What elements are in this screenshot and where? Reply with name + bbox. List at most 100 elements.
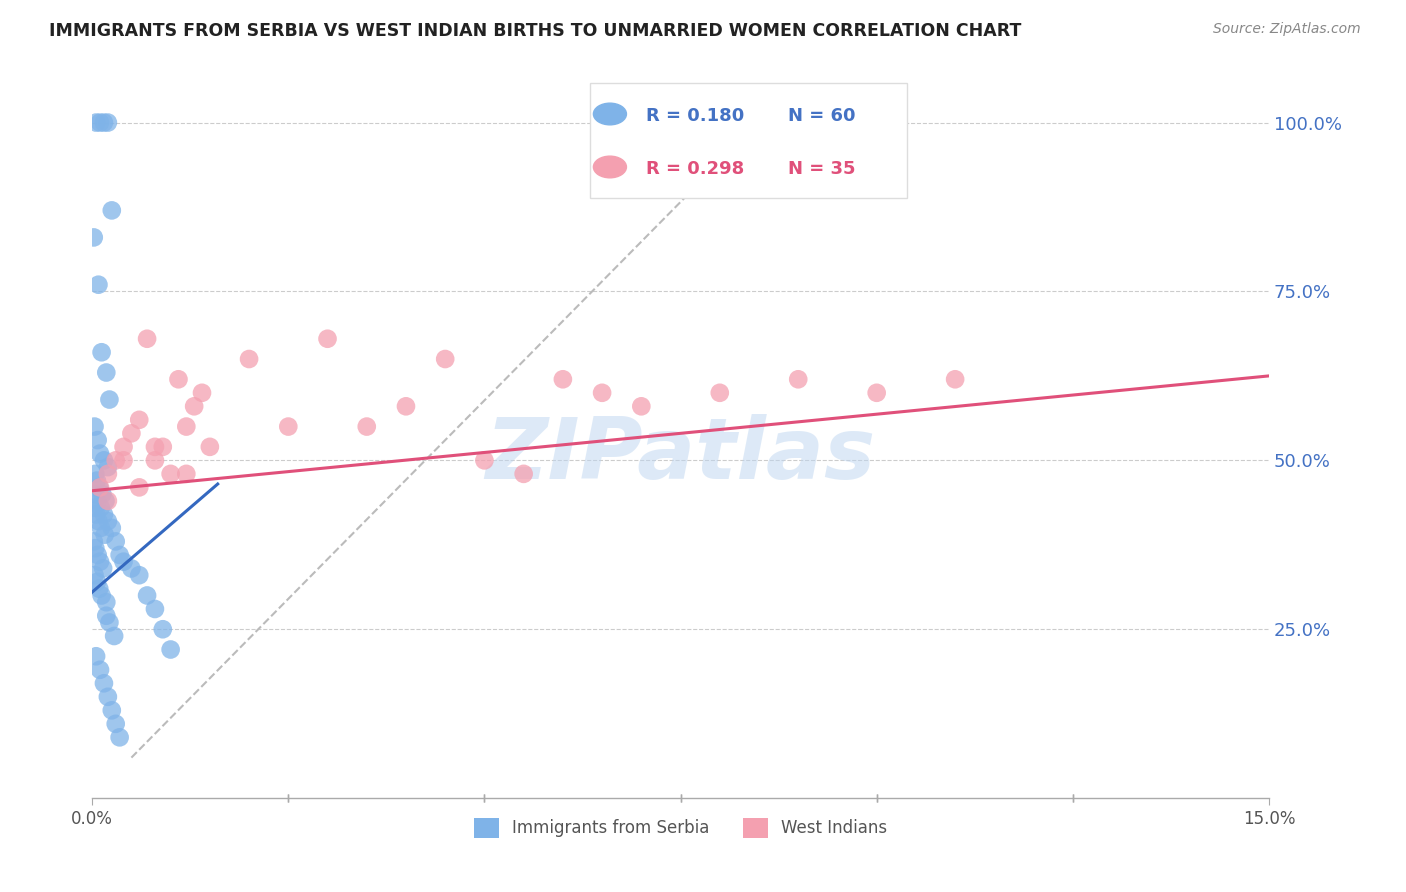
Point [136,332,159,346]
Point [434,351,457,366]
Point [238,351,260,366]
Text: Source: ZipAtlas.com: Source: ZipAtlas.com [1213,22,1361,37]
Point [128,480,150,494]
Point [83,230,105,244]
Point [86,433,108,447]
Text: IMMIGRANTS FROM SERBIA VS WEST INDIAN BIRTHS TO UNMARRIED WOMEN CORRELATION CHAR: IMMIGRANTS FROM SERBIA VS WEST INDIAN BI… [49,22,1022,40]
Point [176,419,198,434]
Point [91,561,114,575]
Ellipse shape [593,103,627,125]
Point [159,642,181,657]
Point [108,731,131,745]
Point [152,440,174,454]
Point [90,589,112,603]
Text: ZIPatlas: ZIPatlas [485,414,876,497]
Point [89,582,111,596]
Point [143,602,166,616]
Text: N = 35: N = 35 [789,161,856,178]
Point [84,467,107,481]
Ellipse shape [593,156,627,178]
Point [356,419,378,434]
Point [83,419,105,434]
Point [120,426,142,441]
Point [89,115,111,129]
Point [86,494,108,508]
Point [97,494,120,508]
Point [112,440,135,454]
Point [512,467,534,481]
Point [101,521,124,535]
Point [84,115,107,129]
Point [176,467,198,481]
Point [86,474,108,488]
Point [630,400,652,414]
Point [98,392,121,407]
Point [474,453,496,467]
Point [83,568,105,582]
Point [101,203,124,218]
Point [191,385,214,400]
Text: R = 0.180: R = 0.180 [647,107,745,126]
Point [143,453,166,467]
Point [112,555,135,569]
Point [866,385,889,400]
Point [943,372,966,386]
Point [128,413,150,427]
Legend: Immigrants from Serbia, West Indians: Immigrants from Serbia, West Indians [467,811,894,845]
Point [84,649,107,664]
Point [277,419,299,434]
Point [93,453,115,467]
Point [87,277,110,292]
Point [316,332,339,346]
Point [89,480,111,494]
Point [89,480,111,494]
Point [90,345,112,359]
Point [90,521,112,535]
Point [183,400,205,414]
Point [83,534,105,549]
Point [84,541,107,556]
Point [86,548,108,562]
Point [97,514,120,528]
Point [97,467,120,481]
Point [104,453,127,467]
FancyBboxPatch shape [591,83,907,198]
Point [101,703,124,717]
Text: R = 0.298: R = 0.298 [647,161,745,178]
Point [91,487,114,501]
Point [104,716,127,731]
Point [98,615,121,630]
Point [93,527,115,541]
Point [709,385,731,400]
Point [89,447,111,461]
Point [120,561,142,575]
Point [551,372,574,386]
Point [93,508,115,522]
Point [395,400,418,414]
Point [97,690,120,704]
Point [198,440,221,454]
Point [167,372,190,386]
Point [103,629,125,643]
Point [108,548,131,562]
Point [89,555,111,569]
Point [93,115,115,129]
Point [97,115,120,129]
Point [90,500,112,515]
Text: N = 60: N = 60 [789,107,856,126]
Point [143,440,166,454]
Point [787,372,810,386]
Point [97,460,120,475]
Point [93,676,115,690]
Point [84,487,107,501]
Point [104,534,127,549]
Point [136,589,159,603]
Point [591,385,613,400]
Point [128,568,150,582]
Point [87,514,110,528]
Point [96,366,118,380]
Point [86,574,108,589]
Point [83,500,105,515]
Point [159,467,181,481]
Point [112,453,135,467]
